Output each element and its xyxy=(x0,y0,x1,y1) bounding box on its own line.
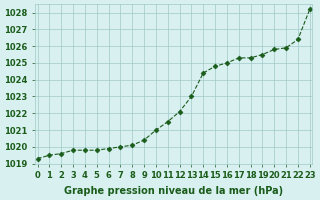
X-axis label: Graphe pression niveau de la mer (hPa): Graphe pression niveau de la mer (hPa) xyxy=(64,186,283,196)
